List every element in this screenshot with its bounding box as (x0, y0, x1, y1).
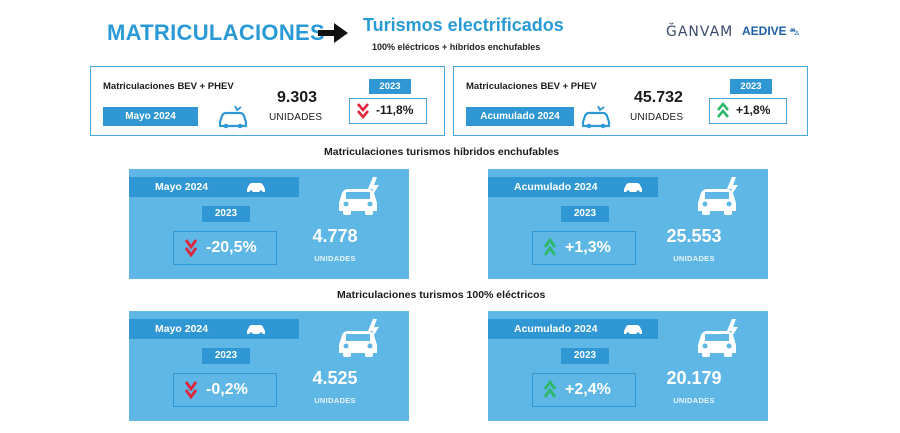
panel-unit: UNIDADES (673, 254, 715, 263)
panel-period-tab: Acumulado 2024 (488, 319, 658, 339)
panel-unit: UNIDADES (314, 396, 356, 405)
electric-car-icon (339, 319, 379, 357)
chevron-double-down-icon (184, 381, 198, 400)
panel-unit: UNIDADES (673, 396, 715, 405)
chevron-double-down-icon (184, 239, 198, 258)
summary-value: 45.732 (634, 89, 683, 106)
aedive-logo: AEDIVE ⛍ (742, 24, 800, 40)
summary-change-box: +1,8% (709, 98, 787, 124)
aedive-logo-text: AEDIVE (742, 24, 787, 38)
panel-period-tab: Mayo 2024 (129, 319, 299, 339)
electric-car-icon (339, 177, 379, 215)
panel-change-box: -20,5% (173, 231, 277, 265)
car-icon (624, 325, 642, 336)
summary-value: 9.303 (277, 89, 318, 106)
summary-year-badge: 2023 (369, 79, 411, 94)
panel-unit: UNIDADES (314, 254, 356, 263)
section-title-phev: Matriculaciones turismos híbridos enchuf… (324, 146, 560, 158)
panel-change-value: +1,3% (565, 239, 611, 256)
page-subtitle: Turismos electrificados (363, 15, 564, 35)
section-title-bev: Matriculaciones turismos 100% eléctricos (337, 289, 546, 301)
page-caption: 100% eléctricos + híbridos enchufables (372, 42, 541, 52)
panel-change-box: +2,4% (532, 373, 636, 407)
summary-box-cumulative: Matriculaciones BEV + PHEV Acumulado 202… (453, 66, 808, 136)
electric-car-icon (698, 319, 738, 357)
panel-change-box: -0,2% (173, 373, 277, 407)
electric-car-icon (218, 105, 248, 129)
car-icon (247, 183, 265, 194)
arrow-right-icon (318, 23, 348, 43)
panel-bev-month: Mayo 2024 2023 -0,2% 4.525 UNIDADES (129, 311, 409, 421)
panel-change-value: -0,2% (206, 381, 248, 398)
panel-year-badge: 2023 (202, 348, 250, 364)
car-icon (624, 183, 642, 194)
panel-year-badge: 2023 (561, 348, 609, 364)
chevron-double-up-icon (543, 380, 557, 398)
summary-label: Matriculaciones BEV + PHEV (466, 81, 597, 92)
panel-value: 4.778 (312, 226, 358, 246)
electric-car-icon (698, 177, 738, 215)
page-title: MATRICULACIONES (107, 20, 325, 45)
panel-year-badge: 2023 (202, 206, 250, 222)
summary-period: Acumulado 2024 (466, 107, 574, 126)
panel-bev-cumulative: Acumulado 2024 2023 +2,4% 20.179 UNIDADE… (488, 311, 768, 421)
summary-change-box: -11,8% (349, 98, 427, 124)
chevron-double-up-icon (543, 238, 557, 256)
panel-period-tab: Acumulado 2024 (488, 177, 658, 197)
summary-unit: UNIDADES (630, 112, 684, 123)
summary-box-month: Matriculaciones BEV + PHEV Mayo 2024 9.3… (90, 66, 445, 136)
panel-change-box: +1,3% (532, 231, 636, 265)
summary-change-value: +1,8% (736, 103, 771, 117)
ganvam-logo: ĞANVAM (666, 24, 734, 40)
panel-year-badge: 2023 (561, 206, 609, 222)
car-icon (247, 325, 265, 336)
panel-value: 4.525 (312, 368, 358, 388)
summary-unit: UNIDADES (269, 112, 323, 123)
car-outline-icon: ⛍ (786, 27, 800, 38)
chevron-double-up-icon (717, 102, 729, 118)
panel-phev-month: Mayo 2024 2023 -20,5% 4.778 UNIDADES (129, 169, 409, 279)
summary-label: Matriculaciones BEV + PHEV (103, 81, 234, 92)
summary-year-badge: 2023 (730, 79, 772, 94)
panel-period-tab: Mayo 2024 (129, 177, 299, 197)
chevron-double-down-icon (357, 103, 369, 120)
panel-change-value: +2,4% (565, 381, 611, 398)
panel-phev-cumulative: Acumulado 2024 2023 +1,3% 25.553 UNIDADE… (488, 169, 768, 279)
summary-period: Mayo 2024 (103, 107, 198, 126)
electric-car-icon (581, 105, 611, 129)
summary-change-value: -11,8% (376, 103, 414, 117)
panel-value: 25.553 (666, 226, 722, 246)
panel-change-value: -20,5% (206, 239, 257, 256)
panel-value: 20.179 (666, 368, 722, 388)
